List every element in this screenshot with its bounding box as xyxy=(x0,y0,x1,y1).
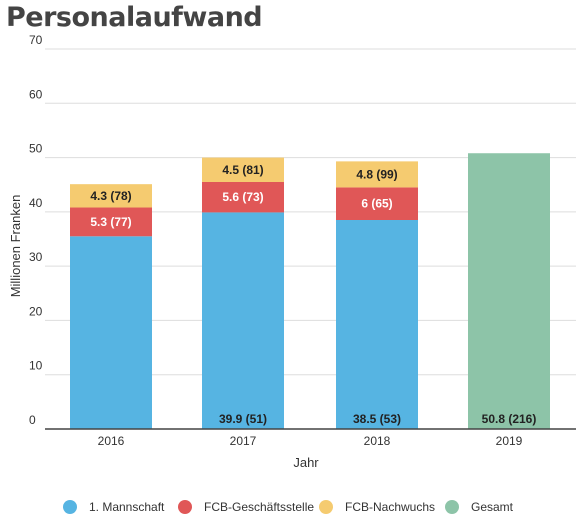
legend-swatch xyxy=(178,500,192,514)
legend-label: 1. Mannschaft xyxy=(89,500,165,514)
data-label: 4.8 (99) xyxy=(356,167,397,181)
x-tick-label: 2019 xyxy=(496,434,523,448)
data-label: 4.3 (78) xyxy=(90,189,131,203)
legend-label: Gesamt xyxy=(471,500,514,514)
data-label: 5.6 (73) xyxy=(222,190,263,204)
y-tick-label: 0 xyxy=(29,413,36,427)
x-tick-label: 2017 xyxy=(230,434,257,448)
legend-swatch xyxy=(63,500,77,514)
y-tick-label: 70 xyxy=(29,33,43,47)
chart-title: Personalaufwand xyxy=(6,2,263,33)
legend-swatch xyxy=(319,500,333,514)
legend-swatch xyxy=(445,500,459,514)
data-label: 50.8 (216) xyxy=(482,412,537,426)
bar-segment xyxy=(70,184,152,208)
y-tick-label: 60 xyxy=(29,87,43,101)
data-label: 38.5 (53) xyxy=(353,412,401,426)
data-label: 39.9 (51) xyxy=(219,412,267,426)
y-tick-label: 50 xyxy=(29,142,43,156)
y-axis-title: Millionen Franken xyxy=(8,195,23,298)
legend-label: FCB-Nachwuchs xyxy=(345,500,435,514)
legend-label: FCB-Geschäftsstelle xyxy=(204,500,314,514)
y-tick-label: 20 xyxy=(29,304,43,318)
bar-segment xyxy=(202,212,284,429)
bar-segment xyxy=(468,153,550,429)
y-tick-label: 40 xyxy=(29,196,43,210)
data-label: 4.5 (81) xyxy=(222,163,263,177)
x-tick-label: 2018 xyxy=(364,434,391,448)
bar-segment xyxy=(202,157,284,182)
x-tick-label: 2016 xyxy=(98,434,125,448)
bar-segment xyxy=(336,187,418,220)
bar-segment xyxy=(70,207,152,237)
x-axis-title: Jahr xyxy=(293,455,319,470)
bar-segment xyxy=(202,182,284,213)
data-label: 6 (65) xyxy=(361,197,392,211)
bar-segment xyxy=(70,236,152,429)
y-tick-label: 30 xyxy=(29,250,43,264)
bar-segment xyxy=(336,161,418,188)
data-label: 5.3 (77) xyxy=(90,215,131,229)
y-tick-label: 10 xyxy=(29,359,43,373)
bar-segment xyxy=(336,220,418,429)
